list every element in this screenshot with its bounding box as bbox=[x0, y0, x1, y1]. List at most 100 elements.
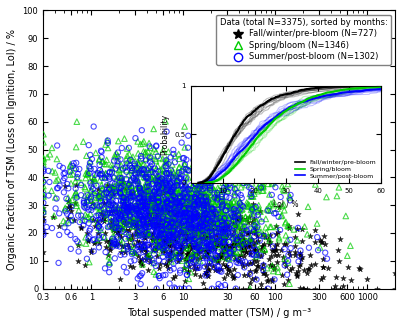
Point bbox=[179, 213, 186, 218]
Point bbox=[170, 202, 177, 207]
Point bbox=[214, 222, 221, 227]
Point bbox=[140, 149, 146, 154]
Point bbox=[152, 158, 159, 163]
Point bbox=[142, 198, 148, 203]
Point bbox=[173, 210, 179, 215]
Point bbox=[154, 195, 161, 201]
Point bbox=[145, 219, 151, 224]
Point bbox=[134, 185, 140, 190]
Point bbox=[182, 197, 189, 202]
Point bbox=[205, 230, 211, 235]
Point bbox=[124, 222, 131, 227]
Point bbox=[144, 167, 150, 172]
Point bbox=[275, 214, 281, 219]
Point bbox=[169, 212, 176, 217]
Point bbox=[209, 205, 215, 210]
Point bbox=[198, 195, 205, 200]
Point bbox=[119, 200, 126, 205]
Point bbox=[52, 195, 58, 200]
Point bbox=[199, 191, 206, 196]
Point bbox=[170, 253, 176, 258]
Point bbox=[166, 208, 172, 214]
Point bbox=[206, 229, 212, 234]
Point bbox=[196, 209, 202, 214]
Point bbox=[142, 257, 148, 262]
Point bbox=[209, 216, 215, 221]
Point bbox=[219, 225, 225, 230]
Point bbox=[207, 214, 214, 219]
Point bbox=[101, 191, 107, 196]
Point bbox=[190, 141, 196, 147]
Point bbox=[137, 273, 144, 278]
Point bbox=[61, 184, 68, 189]
Point bbox=[256, 238, 262, 243]
Point bbox=[214, 214, 220, 219]
Point bbox=[84, 194, 91, 199]
Point bbox=[95, 210, 101, 215]
Point bbox=[162, 261, 168, 266]
Point bbox=[82, 235, 89, 240]
Point bbox=[170, 195, 177, 200]
Point bbox=[202, 246, 208, 252]
Point bbox=[268, 181, 274, 187]
Point bbox=[158, 224, 164, 229]
Point bbox=[231, 223, 237, 228]
Point bbox=[192, 215, 198, 221]
Point bbox=[200, 240, 207, 245]
Point bbox=[170, 215, 176, 220]
Point bbox=[140, 223, 146, 228]
Point bbox=[247, 207, 253, 213]
Point bbox=[126, 163, 133, 168]
Point bbox=[156, 238, 163, 243]
Point bbox=[60, 165, 66, 170]
Point bbox=[135, 254, 141, 259]
Point bbox=[215, 281, 221, 287]
Point bbox=[221, 232, 228, 237]
Point bbox=[49, 226, 55, 231]
Point bbox=[186, 235, 192, 240]
Point bbox=[194, 240, 200, 245]
Point bbox=[219, 203, 225, 208]
Point bbox=[194, 202, 201, 207]
Point bbox=[142, 171, 149, 176]
Point bbox=[266, 238, 272, 243]
Point bbox=[251, 249, 257, 254]
Point bbox=[121, 219, 127, 224]
Point bbox=[253, 252, 259, 257]
Point bbox=[106, 262, 112, 267]
Point bbox=[82, 205, 88, 211]
Point bbox=[106, 194, 112, 200]
Point bbox=[219, 211, 225, 216]
Point bbox=[150, 237, 156, 242]
Point bbox=[125, 208, 131, 213]
Point bbox=[173, 242, 180, 248]
Point bbox=[148, 194, 155, 199]
Point bbox=[166, 205, 173, 211]
Point bbox=[214, 167, 221, 173]
Point bbox=[249, 207, 255, 212]
Point bbox=[162, 224, 168, 229]
Point bbox=[152, 204, 158, 210]
Point bbox=[193, 257, 199, 262]
Point bbox=[166, 206, 173, 211]
Point bbox=[204, 248, 210, 254]
Point bbox=[203, 229, 209, 234]
Point bbox=[136, 221, 142, 226]
Point bbox=[128, 165, 135, 171]
Point bbox=[136, 212, 142, 217]
Point bbox=[85, 171, 91, 176]
Point bbox=[193, 214, 199, 220]
Point bbox=[85, 239, 91, 244]
Point bbox=[189, 234, 196, 239]
Point bbox=[136, 258, 142, 263]
Point bbox=[97, 204, 103, 209]
Point bbox=[180, 155, 187, 161]
Point bbox=[101, 176, 108, 181]
Point bbox=[191, 226, 197, 231]
Point bbox=[218, 222, 224, 227]
Point bbox=[104, 211, 110, 216]
Point bbox=[188, 258, 194, 263]
Point bbox=[171, 239, 177, 244]
Point bbox=[261, 235, 267, 240]
Point bbox=[149, 209, 155, 215]
